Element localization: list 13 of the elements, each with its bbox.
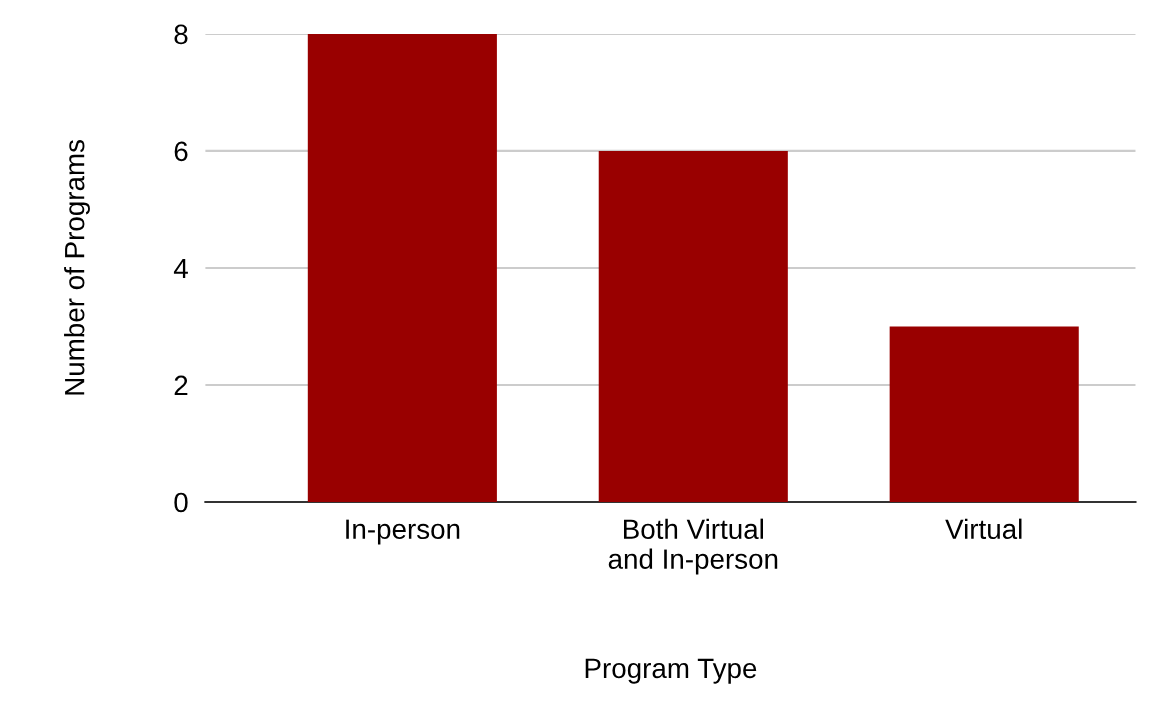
y-tick-label: 0 [174,492,188,513]
x-axis-title: Program Type [585,658,757,684]
y-axis-title: Number of Programs [64,140,90,395]
x-tick-label: Both Virtual and In-person [608,518,778,575]
y-tick-label: 8 [174,24,188,45]
x-tick-label: In-person [346,519,460,545]
bar [598,150,788,502]
y-tick-label: 6 [174,141,188,162]
y-tick-label: 4 [173,258,188,278]
x-tick-label: Virtual [945,518,1022,540]
bar [307,33,497,502]
y-tick-label: 2 [174,375,188,396]
bar [889,326,1079,502]
